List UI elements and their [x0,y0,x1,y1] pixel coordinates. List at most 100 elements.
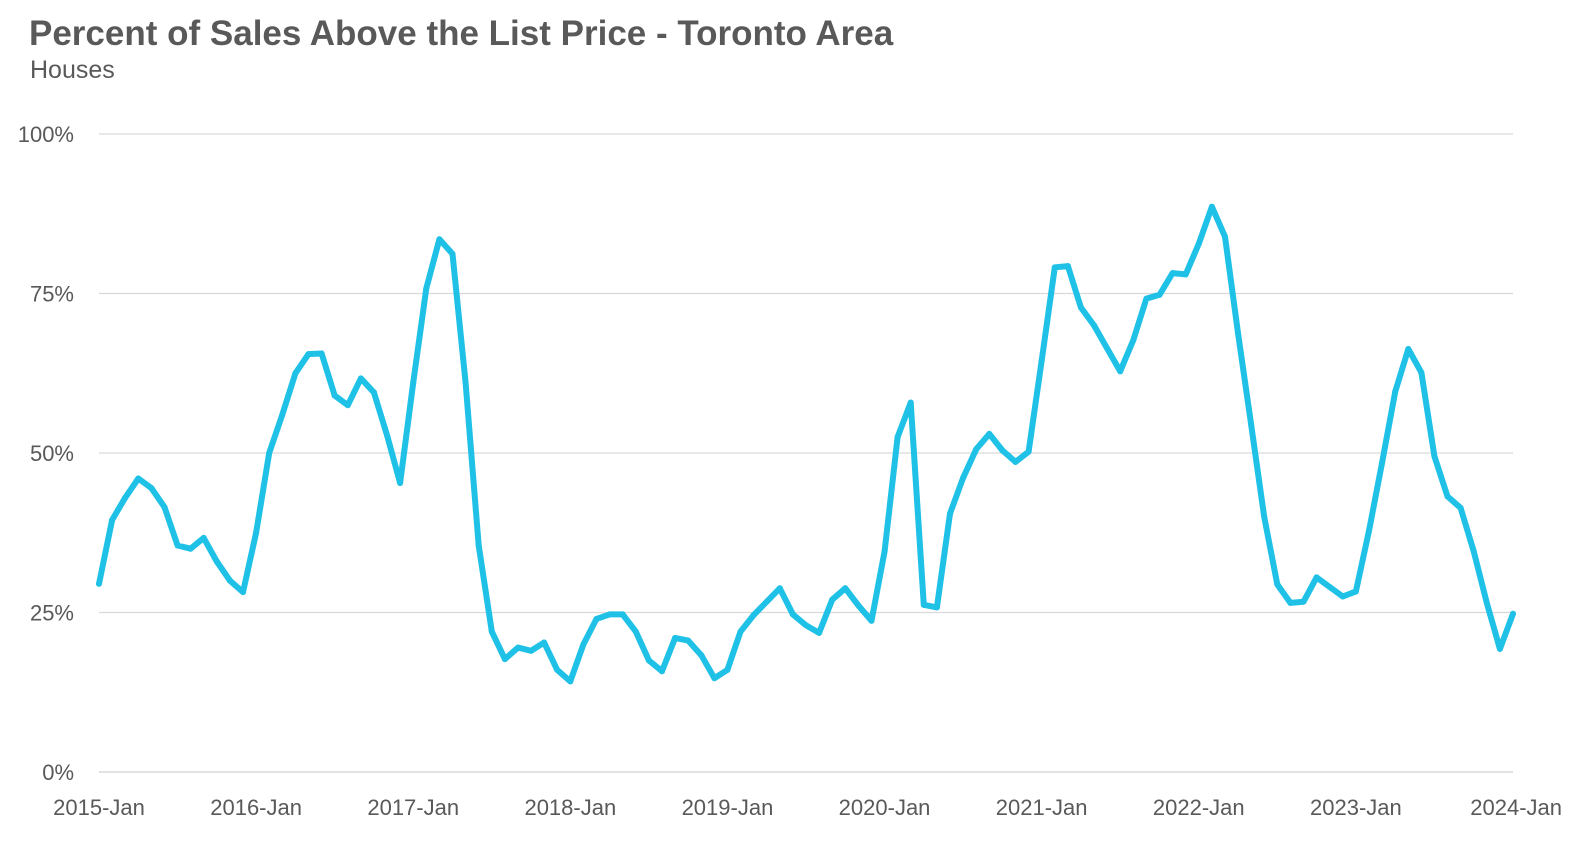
x-tick-label: 2017-Jan [367,795,459,820]
y-tick-label: 50% [30,441,74,466]
data-point [724,666,731,673]
y-tick-label: 25% [30,601,74,626]
y-tick-label: 0% [42,760,74,785]
data-point [803,622,809,629]
data-point [1470,548,1477,555]
grid-lines [99,133,1513,773]
data-point [187,545,194,552]
x-tick-label: 2019-Jan [682,795,774,820]
y-tick-label: 75% [30,282,74,307]
data-point [1169,270,1176,277]
data-point [1313,574,1320,581]
data-point [410,379,417,386]
data-point [1143,295,1150,302]
x-tick-label: 2018-Jan [524,795,616,820]
data-point [658,668,665,675]
data-point [370,389,377,396]
data-point [580,641,587,648]
data-point [462,379,469,386]
data-point [750,612,757,619]
data-point [305,351,312,358]
data-point [1156,291,1163,298]
data-point [1510,610,1516,617]
data-point [672,635,679,642]
data-point [881,548,888,555]
data-point [318,350,325,357]
data-point [1365,527,1372,534]
data-point [1235,330,1242,337]
data-point [999,447,1006,454]
data-point [1064,263,1071,270]
data-point [1077,304,1084,311]
data-point [567,678,574,685]
data-point [1117,368,1124,375]
data-point [279,411,286,418]
data-point [1051,264,1058,271]
x-tick-label: 2021-Jan [996,795,1088,820]
data-point [1326,583,1333,590]
data-point [1379,459,1386,466]
data-point [1444,493,1451,500]
data-point [685,637,692,644]
data-point [240,589,247,596]
data-point [161,504,168,511]
data-point [763,598,770,605]
data-point [109,516,116,523]
data-point [266,450,273,456]
data-point [1287,599,1294,606]
data-point [449,250,456,257]
data-point [907,399,914,406]
data-point [737,628,744,635]
x-tick-label: 2022-Jan [1153,795,1245,820]
data-point [645,657,652,664]
y-axis-ticks: 0% 25% 50% 75% 100% [18,122,74,785]
data-point [711,675,718,682]
data-point [1104,345,1111,352]
data-point [528,647,535,654]
series-line [96,203,1516,685]
data-point [986,430,993,437]
data-point [1221,233,1228,240]
data-point [1300,598,1307,605]
data-point [174,542,181,549]
data-point [475,542,482,549]
data-point [894,434,901,441]
data-point [619,611,626,618]
x-axis-ticks: 2015-Jan 2016-Jan 2017-Jan 2018-Jan 2019-Jan… [53,795,1562,820]
data-point [122,494,129,501]
data-point [96,580,102,587]
data-point [1208,203,1215,210]
data-point [776,585,783,592]
data-point [920,601,927,608]
data-point [436,236,443,243]
data-point [933,604,940,611]
data-point [1339,593,1346,600]
data-point [554,666,561,673]
data-point [1274,581,1281,588]
data-point [947,510,954,517]
x-tick-label: 2015-Jan [53,795,145,820]
data-point [698,652,705,659]
data-point [816,629,823,636]
data-point [200,534,207,541]
data-point [501,656,508,663]
data-point [344,402,351,409]
data-point [606,611,613,618]
chart-subtitle: Houses [30,56,115,84]
data-point [384,432,391,439]
data-point [397,479,404,486]
data-point [632,628,639,635]
data-point [1182,271,1189,278]
chart-title: Percent of Sales Above the List Price - … [29,14,894,53]
data-point [423,285,430,292]
data-point [1457,504,1464,511]
x-tick-label: 2016-Jan [210,795,302,820]
data-point [1483,599,1490,606]
x-tick-label: 2020-Jan [839,795,931,820]
data-point [829,596,836,603]
data-point [1195,240,1202,247]
x-tick-label: 2023-Jan [1310,795,1402,820]
data-point [135,475,142,482]
data-point [1261,513,1268,520]
